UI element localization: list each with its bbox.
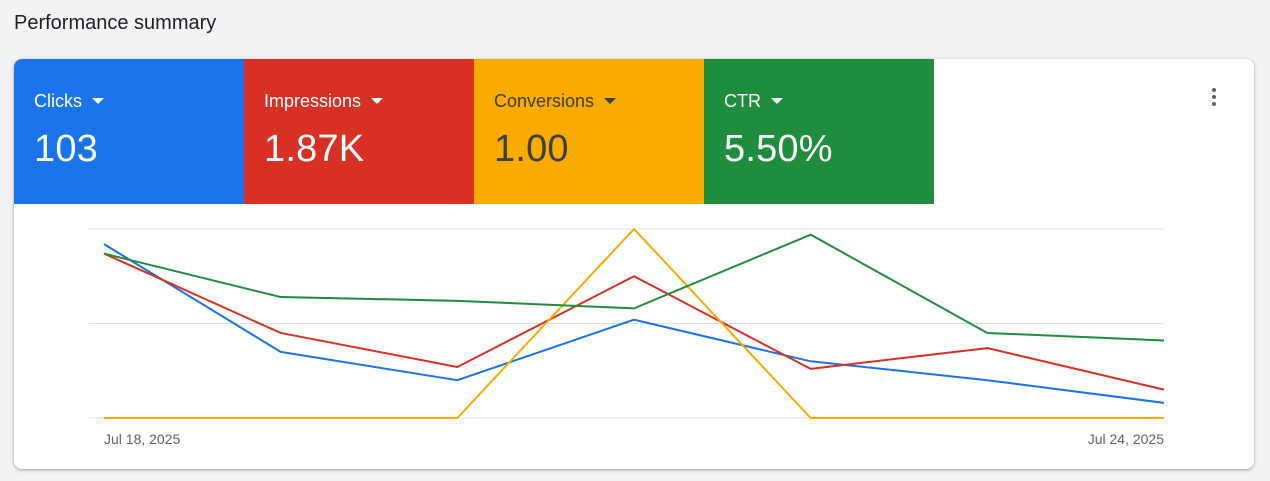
metric-tile-impressions[interactable]: Impressions 1.87K [244, 59, 474, 204]
metric-label: Conversions [494, 91, 595, 111]
metric-tile-clicks[interactable]: Clicks 103 [14, 59, 244, 204]
metric-value: 1.87K [264, 128, 365, 170]
series-line-clicks [103, 243, 1165, 404]
metric-tiles: Clicks 103 Impressions 1.87K Conversions… [14, 59, 934, 204]
metric-selector-impressions[interactable]: Impressions [264, 89, 454, 113]
metric-value: 103 [34, 128, 99, 170]
page-title: Performance summary [14, 12, 217, 34]
performance-chart: Jul 18, 2025 Jul 24, 2025 [14, 204, 1254, 469]
caret-down-icon[interactable] [92, 98, 104, 104]
metric-selector-conversions[interactable]: Conversions [494, 89, 684, 113]
metric-selector-ctr[interactable]: CTR [724, 89, 914, 113]
series-line-ctr [103, 233, 1165, 342]
series-line-impressions [103, 252, 1165, 391]
series-line-conversions [104, 228, 1164, 419]
x-tick-label-start: Jul 18, 2025 [104, 431, 180, 447]
metric-tile-conversions[interactable]: Conversions 1.00 [474, 59, 704, 204]
x-tick-label-end: Jul 24, 2025 [1088, 431, 1164, 447]
caret-down-icon[interactable] [371, 98, 384, 104]
more-vert-icon-dot [1212, 95, 1216, 99]
line-chart: Jul 18, 2025 Jul 24, 2025 [89, 228, 1165, 447]
metric-selector-clicks[interactable]: Clicks [34, 89, 224, 113]
more-vert-icon [1212, 88, 1216, 92]
metric-value: 1.00 [494, 128, 569, 170]
more-vert-icon-dot [1212, 102, 1216, 106]
metric-value: 5.50% [724, 128, 833, 170]
performance-summary-card: Clicks 103 Impressions 1.87K Conversions… [14, 59, 1254, 469]
metric-label: CTR [724, 91, 761, 111]
more-options-button[interactable] [1202, 85, 1226, 109]
metric-tile-ctr[interactable]: CTR 5.50% [704, 59, 934, 204]
metric-label: Clicks [34, 91, 82, 111]
caret-down-icon[interactable] [771, 98, 783, 104]
caret-down-icon[interactable] [604, 98, 617, 104]
metric-label: Impressions [264, 91, 362, 111]
